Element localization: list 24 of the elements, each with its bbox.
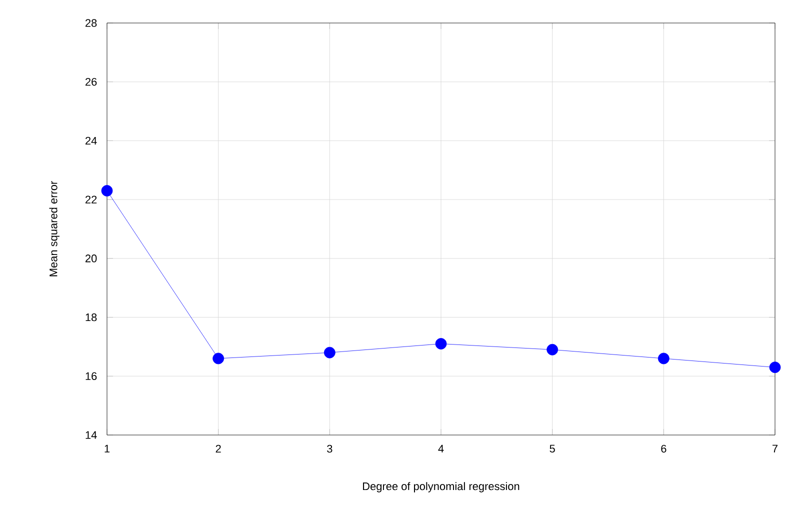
y-tick-label: 26 bbox=[86, 78, 97, 86]
point bbox=[324, 346, 336, 358]
x-tick-label: 2 bbox=[216, 444, 221, 453]
x-tick-label: 4 bbox=[438, 444, 444, 452]
x-tick-label: 5 bbox=[550, 444, 555, 452]
y-tick-label: 22 bbox=[86, 196, 97, 204]
y-tick-label: 16 bbox=[86, 372, 97, 380]
y-tick-label: 28 bbox=[86, 19, 97, 27]
point bbox=[769, 362, 781, 374]
x-axis-title: Degree of polynomial regression bbox=[363, 482, 520, 492]
y-tick-label: 18 bbox=[86, 313, 97, 322]
y-tick-label: 20 bbox=[86, 254, 97, 262]
point bbox=[212, 352, 224, 364]
point bbox=[658, 352, 670, 364]
x-tick-label: 1 bbox=[104, 444, 110, 452]
y-tick-label: 14 bbox=[86, 431, 97, 439]
point bbox=[546, 344, 558, 356]
y-tick-label: 24 bbox=[86, 136, 97, 145]
x-tick-label: 7 bbox=[772, 444, 778, 452]
y-axis-title: Mean squared error bbox=[49, 181, 60, 276]
point bbox=[101, 185, 113, 196]
point bbox=[435, 338, 447, 350]
x-tick-label: 3 bbox=[327, 444, 332, 453]
x-tick-label: 6 bbox=[661, 444, 666, 453]
